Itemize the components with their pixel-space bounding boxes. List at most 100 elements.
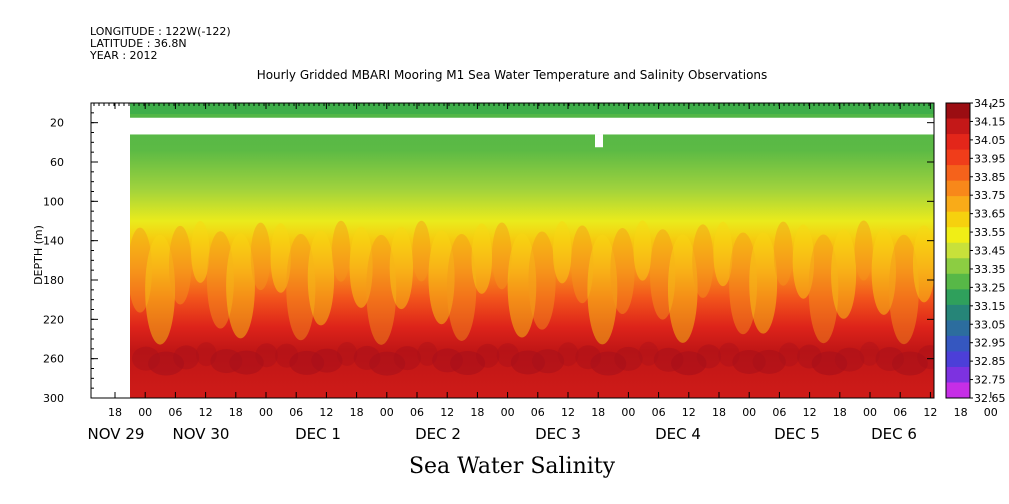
y-tick-label: 300 xyxy=(43,392,64,405)
plume xyxy=(331,220,351,282)
plume xyxy=(286,233,316,341)
missing-data-notch xyxy=(595,134,603,148)
deep-core xyxy=(369,351,406,376)
x-tick-label: 00 xyxy=(742,406,756,419)
x-tick-label: 06 xyxy=(893,406,907,419)
plume xyxy=(792,224,815,299)
plume xyxy=(349,226,373,308)
x-tick-label: 12 xyxy=(803,406,817,419)
plume xyxy=(610,227,635,314)
plume xyxy=(692,224,714,298)
deep-core xyxy=(229,350,264,375)
x-tick-label: 12 xyxy=(682,406,696,419)
colorbar-swatch xyxy=(946,335,970,352)
colorbar-label: 34.25 xyxy=(974,97,1006,110)
colorbar-label: 33.35 xyxy=(974,263,1006,276)
chart-title: Hourly Gridded MBARI Mooring M1 Sea Wate… xyxy=(256,68,768,82)
x-tick-label: 00 xyxy=(984,406,998,419)
colorbar-swatch xyxy=(946,211,970,228)
x-tick-label: 18 xyxy=(712,406,726,419)
deep-core xyxy=(859,341,880,366)
plume xyxy=(831,229,857,319)
plume xyxy=(447,233,477,341)
deep-core xyxy=(778,342,800,367)
latitude-label: LATITUDE : 36.8N xyxy=(90,37,187,50)
y-tick-label: 180 xyxy=(43,274,64,287)
plume xyxy=(250,222,271,291)
plume xyxy=(412,220,431,282)
plume xyxy=(713,221,733,287)
plume xyxy=(366,234,397,345)
deep-core xyxy=(811,351,848,376)
colorbar-label: 34.05 xyxy=(974,134,1006,147)
plume xyxy=(528,231,556,330)
axes: 20 60 100 140 180 220 260 300 18 00 06 12 18 00 06 12 18… xyxy=(43,102,998,443)
surface-band xyxy=(130,103,934,114)
deep-core xyxy=(148,351,185,376)
colorbar-label: 32.85 xyxy=(974,355,1006,368)
y-tick-label: 260 xyxy=(43,353,64,366)
colorbar-swatch xyxy=(946,304,970,321)
deep-core xyxy=(255,343,278,368)
colorbar-swatch xyxy=(946,165,970,182)
colorbar-swatch xyxy=(946,242,970,259)
plume xyxy=(729,232,758,335)
x-tick-label: 06 xyxy=(531,406,545,419)
plume xyxy=(507,233,537,338)
colorbar-swatch xyxy=(946,273,970,290)
colorbar-swatch xyxy=(946,289,970,306)
deep-core xyxy=(311,348,343,373)
x-tick-label: 18 xyxy=(470,406,484,419)
x-date-label: DEC 1 xyxy=(295,425,341,443)
x-tick-label: 00 xyxy=(259,406,273,419)
x-date-label: DEC 4 xyxy=(655,425,701,443)
y-tick-label: 60 xyxy=(50,156,64,169)
plume xyxy=(871,228,896,315)
x-tick-label: 18 xyxy=(229,406,243,419)
plume xyxy=(912,225,934,303)
colorbar-label: 32.95 xyxy=(974,337,1006,350)
colorbar-label: 33.85 xyxy=(974,171,1006,184)
plume xyxy=(471,223,492,294)
plume xyxy=(307,230,335,326)
colorbar-label: 32.75 xyxy=(974,374,1006,387)
deep-core xyxy=(752,349,786,374)
colorbar-label: 33.75 xyxy=(974,189,1006,202)
colorbar-label: 33.45 xyxy=(974,245,1006,258)
x-tick-label: 12 xyxy=(319,406,333,419)
plume xyxy=(749,232,778,334)
deep-core xyxy=(531,349,565,374)
colorbar-label: 33.05 xyxy=(974,318,1006,331)
x-tick-label: 06 xyxy=(168,406,182,419)
deep-core xyxy=(834,347,865,372)
x-axis-label: Sea Water Salinity xyxy=(408,454,616,479)
plume xyxy=(492,222,512,290)
deep-core xyxy=(450,350,486,375)
x-date-label: DEC 6 xyxy=(871,425,917,443)
plume xyxy=(633,220,652,281)
plume xyxy=(270,223,291,293)
plume xyxy=(145,234,176,345)
deep-core xyxy=(476,343,500,368)
plume xyxy=(650,229,676,320)
x-tick-label: 06 xyxy=(772,406,786,419)
colorbar-swatch xyxy=(946,103,970,120)
colorbar-swatch xyxy=(946,366,970,383)
deep-core xyxy=(671,351,707,376)
x-tick-label: 18 xyxy=(954,406,968,419)
deep-core xyxy=(696,344,722,369)
colorbar-label: 32.65 xyxy=(974,392,1006,405)
deep-core xyxy=(917,345,934,370)
deep-core xyxy=(638,341,659,366)
colorbar-swatch xyxy=(946,180,970,197)
x-tick-label: 18 xyxy=(591,406,605,419)
year-label: YEAR : 2012 xyxy=(90,49,158,62)
colorbar-swatch xyxy=(946,382,970,399)
plume xyxy=(667,234,698,343)
colorbar-label: 33.55 xyxy=(974,226,1006,239)
x-tick-label: 06 xyxy=(410,406,424,419)
colorbar-swatch xyxy=(946,227,970,244)
plume xyxy=(191,221,210,283)
deep-core xyxy=(173,345,200,370)
